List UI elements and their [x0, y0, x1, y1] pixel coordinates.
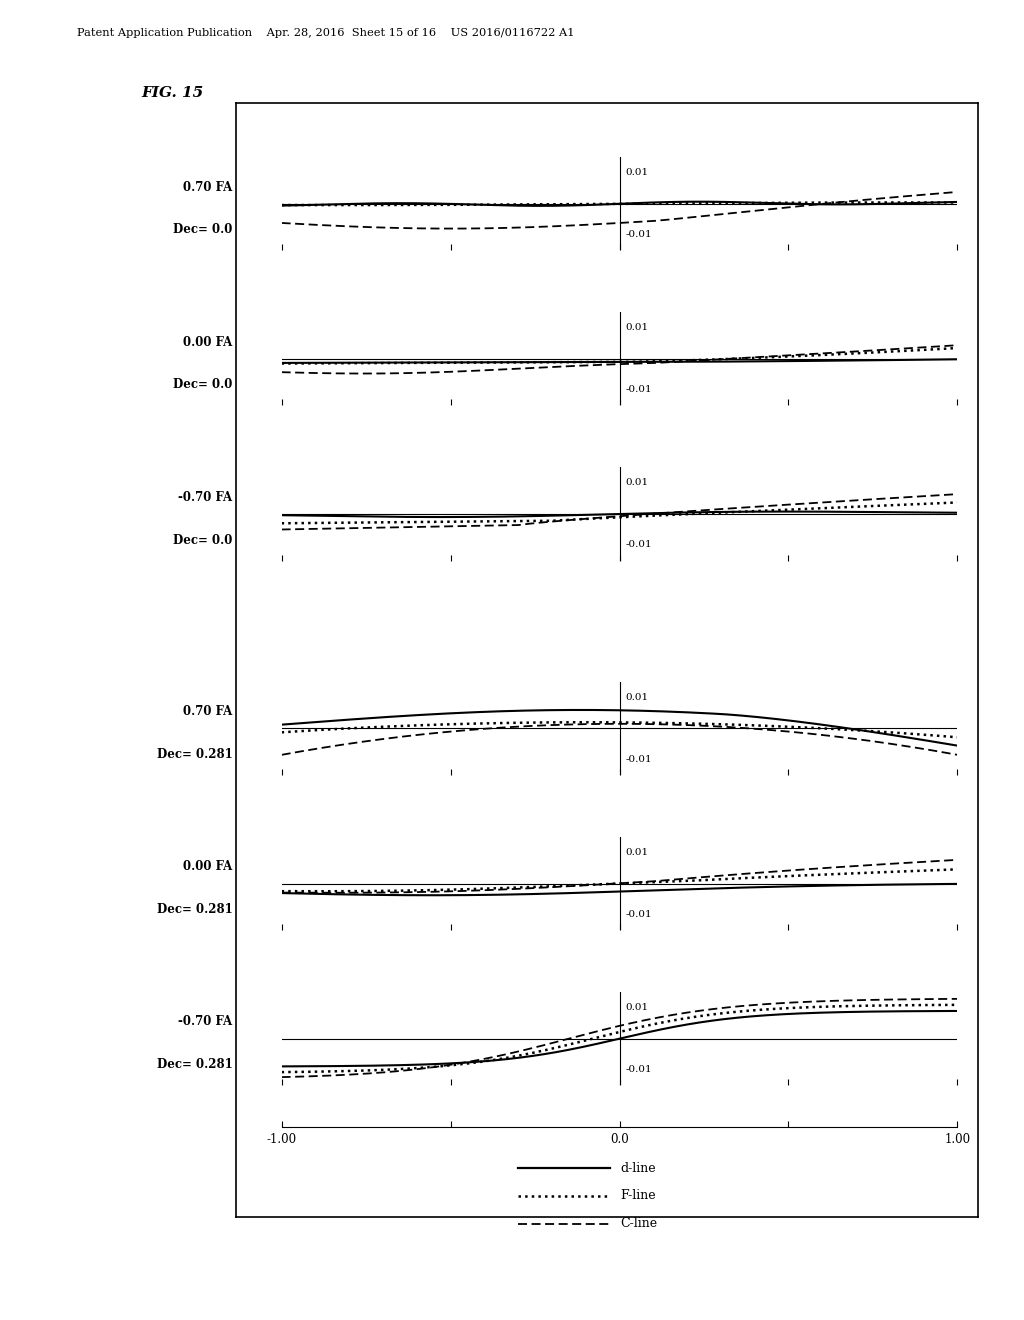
Text: Dec= 0.0: Dec= 0.0 [173, 223, 232, 236]
Text: Dec= 0.0: Dec= 0.0 [173, 379, 232, 392]
Text: 1.00: 1.00 [944, 1133, 971, 1146]
Text: 0.0: 0.0 [610, 1133, 629, 1146]
Text: FIG. 15: FIG. 15 [141, 86, 204, 100]
Text: 0.01: 0.01 [625, 693, 648, 702]
Text: 0.01: 0.01 [625, 323, 648, 333]
Text: 0.01: 0.01 [625, 478, 648, 487]
Text: -0.70 FA: -0.70 FA [178, 1015, 232, 1028]
Text: 0.70 FA: 0.70 FA [183, 181, 232, 194]
Text: -0.01: -0.01 [625, 230, 651, 239]
Text: 0.01: 0.01 [625, 1003, 648, 1012]
Text: 0.70 FA: 0.70 FA [183, 705, 232, 718]
Text: -0.01: -0.01 [625, 755, 651, 764]
Text: 0.01: 0.01 [625, 847, 648, 857]
Text: Dec= 0.281: Dec= 0.281 [157, 1059, 232, 1072]
Text: C-line: C-line [620, 1217, 657, 1230]
Text: -0.01: -0.01 [625, 1065, 651, 1074]
Text: -1.00: -1.00 [266, 1133, 297, 1146]
Text: F-line: F-line [620, 1189, 655, 1203]
Text: 0.00 FA: 0.00 FA [183, 335, 232, 348]
Text: Dec= 0.0: Dec= 0.0 [173, 533, 232, 546]
Text: d-line: d-line [620, 1162, 655, 1175]
Text: -0.01: -0.01 [625, 385, 651, 395]
Text: -0.70 FA: -0.70 FA [178, 491, 232, 504]
Text: 0.01: 0.01 [625, 168, 648, 177]
Text: Patent Application Publication    Apr. 28, 2016  Sheet 15 of 16    US 2016/01167: Patent Application Publication Apr. 28, … [77, 28, 574, 38]
Text: 0.00 FA: 0.00 FA [183, 861, 232, 874]
Text: Dec= 0.281: Dec= 0.281 [157, 903, 232, 916]
Text: -0.01: -0.01 [625, 909, 651, 919]
Text: -0.01: -0.01 [625, 540, 651, 549]
Text: Dec= 0.281: Dec= 0.281 [157, 748, 232, 762]
